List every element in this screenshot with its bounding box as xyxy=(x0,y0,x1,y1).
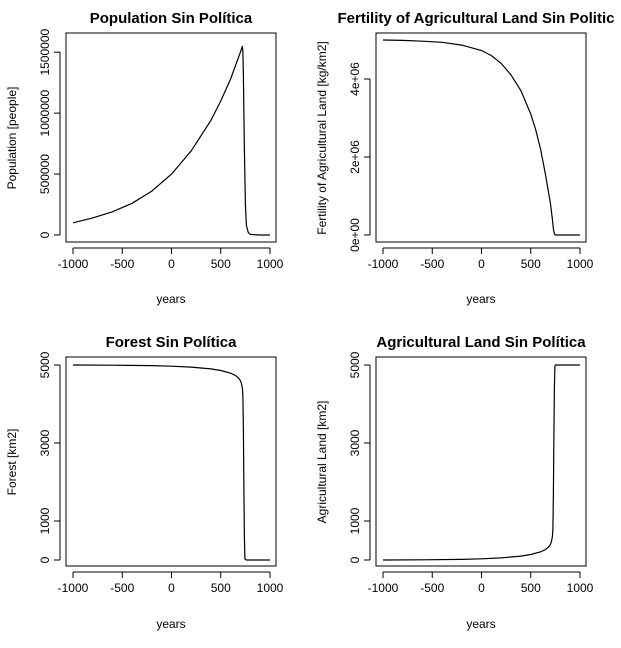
y-tick-label: 1500000 xyxy=(38,29,52,76)
chart-title: Agricultural Land Sin Política xyxy=(376,334,586,351)
series-line xyxy=(382,364,580,561)
x-axis-label: years xyxy=(466,617,495,631)
x-tick-label: -1000 xyxy=(58,257,89,271)
x-tick-label: 500 xyxy=(521,581,541,595)
series-line xyxy=(382,39,580,236)
x-axis-label: years xyxy=(466,292,495,306)
x-axis-label: years xyxy=(156,292,185,306)
x-tick-label: -500 xyxy=(420,257,444,271)
x-tick-label: 1000 xyxy=(257,581,284,595)
y-axis-label: Fertility of Agricultural Land [kg/km2] xyxy=(315,41,329,234)
x-tick-label: -1000 xyxy=(58,581,89,595)
x-tick-label: 0 xyxy=(168,581,175,595)
x-tick-label: -1000 xyxy=(368,257,399,271)
y-tick-label: 1000 xyxy=(38,507,52,534)
x-tick-label: -500 xyxy=(110,257,134,271)
y-tick-label: 1000000 xyxy=(38,89,52,136)
chart-panel-forest: Forest Sin Política years Forest [km2] -… xyxy=(5,334,284,631)
y-tick-label: 3000 xyxy=(348,429,362,456)
y-axis-label: Population [people] xyxy=(5,87,19,190)
x-tick-label: 500 xyxy=(521,257,541,271)
x-tick-label: 500 xyxy=(211,257,231,271)
x-tick-label: 0 xyxy=(478,581,485,595)
x-tick-label: 1000 xyxy=(567,257,594,271)
y-tick-label: 2e+06 xyxy=(348,140,362,174)
plot-frame xyxy=(375,356,587,567)
y-tick-label: 1000 xyxy=(348,507,362,534)
chart-panel-agricultural-land: Agricultural Land Sin Política years Agr… xyxy=(315,334,594,631)
chart-panel-fertility: Fertility of Agricultural Land Sin Polit… xyxy=(315,10,614,306)
chart-title: Fertility of Agricultural Land Sin Polit… xyxy=(338,10,615,27)
x-tick-label: 500 xyxy=(211,581,231,595)
y-tick-label: 0e+00 xyxy=(348,218,362,252)
y-tick-label: 0 xyxy=(38,556,52,563)
plot-frame xyxy=(65,32,277,243)
chart-panel-population: Population Sin Política years Population… xyxy=(5,10,284,306)
x-tick-label: -500 xyxy=(420,581,444,595)
y-tick-label: 0 xyxy=(38,231,52,238)
x-tick-label: 1000 xyxy=(567,581,594,595)
y-tick-label: 5000 xyxy=(348,351,362,378)
chart-title: Population Sin Política xyxy=(90,10,253,27)
x-tick-label: 0 xyxy=(478,257,485,271)
plot-frame xyxy=(375,32,587,243)
x-tick-label: -500 xyxy=(110,581,134,595)
y-tick-label: 500000 xyxy=(38,154,52,194)
x-axis-label: years xyxy=(156,617,185,631)
y-tick-label: 4e+06 xyxy=(348,62,362,96)
series-line xyxy=(72,364,270,561)
x-tick-label: -1000 xyxy=(368,581,399,595)
plot-frame xyxy=(65,356,277,567)
y-tick-label: 0 xyxy=(348,556,362,563)
x-tick-label: 0 xyxy=(168,257,175,271)
y-axis-label: Forest [km2] xyxy=(5,429,19,496)
chart-title: Forest Sin Política xyxy=(106,334,238,351)
y-tick-label: 5000 xyxy=(38,351,52,378)
x-tick-label: 1000 xyxy=(257,257,284,271)
y-axis-label: Agricultural Land [km2] xyxy=(315,401,329,524)
series-line xyxy=(72,45,270,236)
y-tick-label: 3000 xyxy=(38,429,52,456)
